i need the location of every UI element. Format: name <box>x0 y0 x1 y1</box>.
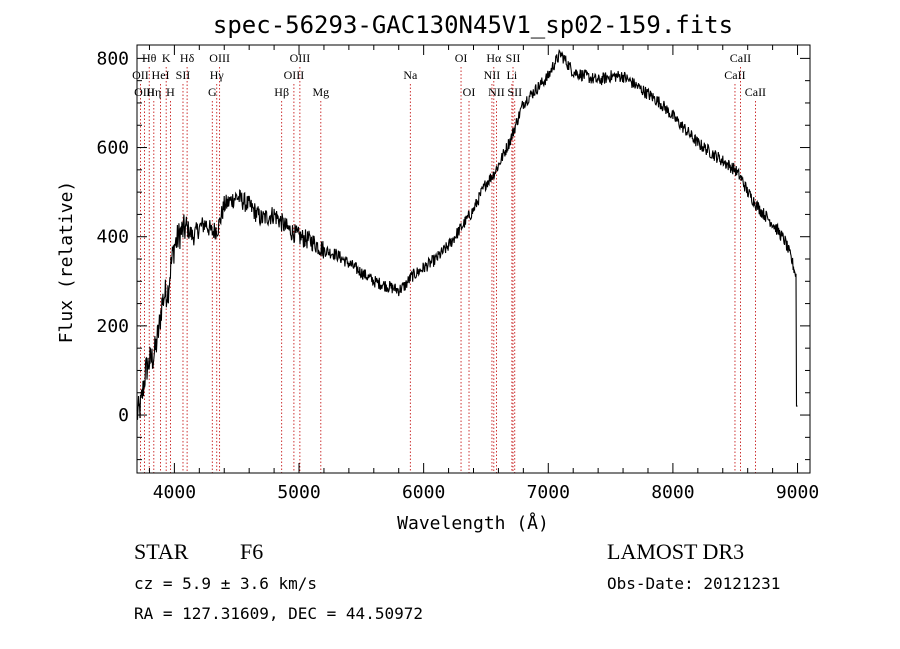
spectral-line-label: CaII <box>730 51 751 65</box>
y-tick-label: 600 <box>96 138 129 159</box>
spectral-line-label: Hθ <box>142 51 157 65</box>
spectral-line-label: SII <box>176 68 191 82</box>
y-tick-label: 200 <box>96 316 129 337</box>
y-tick-label: 400 <box>96 227 129 248</box>
x-tick-label: 8000 <box>651 482 694 503</box>
spectral-line-label: NII <box>488 85 505 99</box>
spectral-line-label: OIII <box>290 51 311 65</box>
plot-frame <box>136 44 811 474</box>
spectral-line-label: OI <box>455 51 468 65</box>
y-axis-label: Flux (relative) <box>56 181 77 344</box>
spectral-line-label: CaII <box>745 85 766 99</box>
spectral-line-label: Hα <box>486 51 502 65</box>
spectral-line-label: HeI <box>152 68 170 82</box>
y-tick-label: 0 <box>118 405 129 426</box>
spectral-line-label: OIII <box>209 51 230 65</box>
spectral-line-label: Hδ <box>180 51 195 65</box>
spectral-line-label: H <box>166 85 175 99</box>
x-tick-label: 5000 <box>277 482 320 503</box>
x-axis-label: Wavelength (Å) <box>397 512 549 534</box>
spectral-line-label: Li <box>507 68 518 82</box>
spectral-line-label: Hγ <box>210 68 225 82</box>
spectral-line-label: Na <box>403 68 418 82</box>
spectrum-line <box>136 48 798 420</box>
spectral-line-label: G <box>208 85 217 99</box>
spectral-line-label: SII <box>506 51 521 65</box>
y-axis-ticks: 0 200 400 600 800 <box>96 48 810 461</box>
spectral-line-label: OII <box>132 68 149 82</box>
spectral-line-label: CaII <box>724 68 745 82</box>
obs-date: Obs-Date: 20121231 <box>607 574 780 593</box>
x-tick-label: 7000 <box>527 482 570 503</box>
spectral-line-label: OI <box>463 85 476 99</box>
spectral-line-label: K <box>162 51 171 65</box>
survey-name: LAMOST DR3 <box>607 539 744 564</box>
y-tick-label: 800 <box>96 48 129 69</box>
x-tick-label: 6000 <box>402 482 445 503</box>
spectral-line-label: Hβ <box>274 85 289 99</box>
chart-title: spec-56293-GAC130N45V1_sp02-159.fits <box>213 11 733 39</box>
x-tick-label: 4000 <box>153 482 196 503</box>
ra-dec: RA = 127.31609, DEC = 44.50972 <box>134 604 423 623</box>
spectral-line-label: NII <box>484 68 501 82</box>
spectral-line-label: Mg <box>312 85 329 99</box>
spectral-line-label: OIII <box>134 85 155 99</box>
spectral-line-label: Hη <box>146 85 161 99</box>
spectral-line-label: SII <box>507 85 522 99</box>
object-class: STAR <box>134 539 189 564</box>
x-tick-label: 9000 <box>776 482 819 503</box>
cz-value: cz = 5.9 ± 3.6 km/s <box>134 574 317 593</box>
spectral-line-label: OIII <box>284 68 305 82</box>
x-axis-ticks: 4000 5000 6000 7000 8000 9000 <box>148 45 819 503</box>
object-subclass: F6 <box>240 539 263 564</box>
